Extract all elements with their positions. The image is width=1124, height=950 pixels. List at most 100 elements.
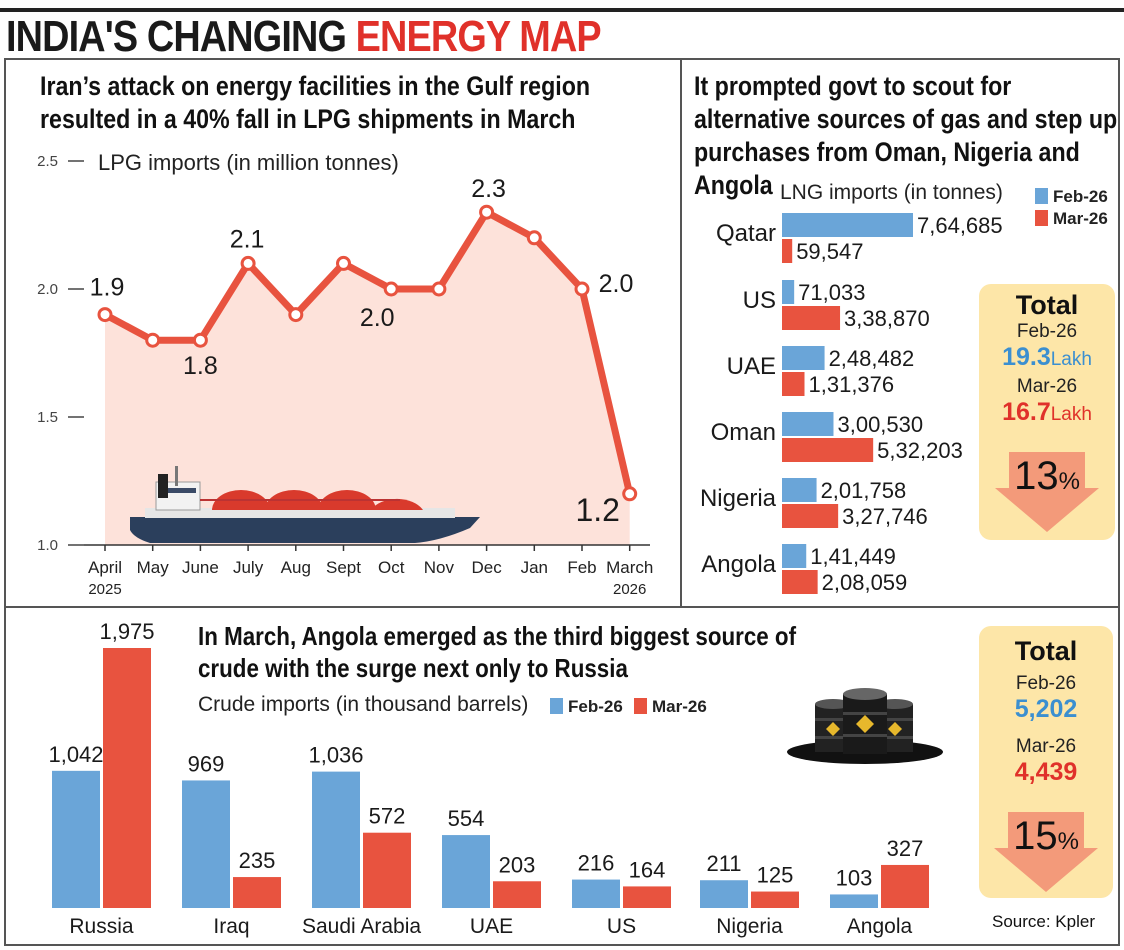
crude-bar-value: 203	[499, 852, 536, 877]
lng-bar-feb	[782, 280, 795, 304]
crude-bar-value: 211	[706, 851, 741, 876]
legend-swatch-feb	[550, 698, 563, 714]
legend-swatch-mar	[1035, 210, 1048, 226]
lng-total-feb-unit: Lakh	[1050, 349, 1092, 370]
crude-bar-value: 216	[578, 851, 615, 876]
legend-swatch-feb	[1035, 188, 1048, 204]
lpg-month-label: March 2026	[606, 558, 653, 598]
lpg-month-label: Jan	[521, 558, 548, 577]
crude-legend-feb-label: Feb-26	[568, 697, 623, 716]
oil-barrel-center	[843, 688, 887, 754]
lng-change-text: 13%	[995, 454, 1099, 499]
crude-category-label: Angola	[847, 915, 913, 938]
lng-total-mar-value: 16.7	[1002, 398, 1051, 426]
divider-vertical	[680, 58, 682, 606]
lng-bar-value: 2,08,059	[822, 570, 908, 595]
crude-title: In March, Angola emerged as the third bi…	[198, 621, 797, 683]
crude-category-label: Nigeria	[716, 915, 783, 938]
infographic-frame	[4, 58, 1120, 946]
crude-bar-value: 103	[836, 865, 873, 890]
lpg-ytick-label: 1.5	[37, 409, 58, 426]
lpg-point	[431, 281, 447, 297]
crude-total-title: Total	[1014, 636, 1078, 666]
lng-legend-mar-label: Mar-26	[1053, 209, 1108, 228]
crude-decline-arrow-icon: 15%	[994, 812, 1098, 892]
crude-bar-value: 327	[887, 836, 924, 861]
lpg-data-label: 2.0	[360, 304, 395, 332]
ship-bridge-windows	[160, 488, 196, 493]
lpg-month-label: Oct	[378, 558, 405, 577]
source-credit: Source: Kpler	[992, 912, 1095, 931]
lng-bar-feb	[782, 213, 913, 237]
crude-arrow-shape	[994, 812, 1098, 892]
crude-total-box: Total Feb-26 5,202 Mar-26 4,439 15%	[979, 626, 1113, 898]
oil-barrels-illustration	[787, 688, 943, 764]
lng-bar-value: 1,31,376	[809, 372, 895, 397]
crude-change-text: 15%	[994, 814, 1098, 859]
lng-bar-value: 3,00,530	[837, 412, 923, 437]
lpg-month-label: Nov	[424, 558, 455, 577]
lng-total-feb-value: 19.3	[1002, 343, 1051, 371]
crude-bar-feb	[182, 780, 230, 908]
crude-bar-feb	[700, 880, 748, 908]
lng-bar-value: 3,38,870	[844, 306, 930, 331]
lpg-ylabel: LPG imports (in million tonnes)	[98, 150, 399, 175]
ship-funnel	[158, 474, 168, 498]
lpg-title: Iran’s attack on energy facilities in th…	[40, 71, 591, 134]
lpg-line-chart: 1.0 1.5 2.0 2.5 April 2025 May June July Aug Sept O…	[37, 153, 653, 598]
crude-bar-value: 1,042	[48, 742, 103, 767]
crude-caption: Crude imports (in thousand barrels)	[198, 693, 529, 716]
lpg-data-label: 1.2	[575, 492, 619, 528]
lpg-point	[240, 255, 256, 271]
top-rule	[0, 8, 1124, 12]
crude-bar-feb	[442, 835, 490, 908]
lng-category-label: Nigeria	[700, 485, 777, 512]
lng-legend-feb: Feb-26	[1035, 187, 1108, 207]
crude-bar-feb	[52, 770, 100, 908]
lpg-point	[574, 281, 590, 297]
lpg-area-fill	[105, 212, 630, 545]
ship-hull	[130, 517, 480, 543]
lng-bar-value: 7,64,685	[917, 213, 1003, 238]
lng-bar-mar	[782, 504, 839, 528]
lpg-tanker-ship-illustration	[130, 466, 480, 543]
crude-bar-value: 235	[239, 848, 276, 873]
lpg-data-label: 2.3	[471, 175, 506, 203]
lng-change-unit: %	[1058, 468, 1080, 495]
crude-category-label: US	[607, 915, 636, 938]
lpg-point	[622, 486, 638, 502]
lng-arrow-shape	[995, 452, 1099, 532]
crude-bar-feb	[572, 879, 620, 908]
lng-bar-value: 3,27,746	[842, 504, 928, 529]
lng-bar-value: 1,41,449	[810, 544, 896, 569]
ship-tank-4	[371, 498, 423, 510]
crude-bar-mar	[363, 832, 411, 908]
lpg-ytick-label: 2.5	[37, 153, 58, 170]
lng-total-title: Total	[1015, 290, 1079, 320]
crude-legend-feb: Feb-26	[550, 697, 623, 717]
lng-caption: LNG imports (in tonnes)	[780, 181, 1003, 204]
lng-bar-mar	[782, 372, 805, 396]
crude-total-feb-value: 5,202	[1014, 695, 1078, 723]
crude-category-label: UAE	[470, 915, 513, 938]
lng-title: It prompted govt to scout for alternativ…	[694, 71, 1118, 200]
crude-bar-mar	[623, 886, 671, 908]
headline: INDIA'S CHANGING ENERGY MAP	[6, 12, 602, 62]
lpg-point	[479, 204, 495, 220]
lng-legend-feb-label: Feb-26	[1053, 187, 1108, 206]
lng-bar-mar	[782, 306, 841, 330]
lpg-month-label: May	[137, 558, 170, 577]
crude-bar-mar	[881, 864, 929, 908]
lng-total-mar-label: Mar-26	[1016, 376, 1078, 397]
lpg-series-line	[103, 208, 634, 495]
crude-bar-value: 554	[448, 806, 485, 831]
lpg-month-label: Dec	[471, 558, 502, 577]
lng-bar-feb	[782, 412, 834, 436]
crude-bar-value: 1,975	[99, 619, 154, 644]
lng-change-value: 13	[1014, 454, 1059, 498]
headline-part1: INDIA'S CHANGING	[6, 12, 356, 61]
lng-bar-value: 59,547	[796, 239, 863, 264]
lpg-month-label: Sept	[326, 558, 361, 577]
